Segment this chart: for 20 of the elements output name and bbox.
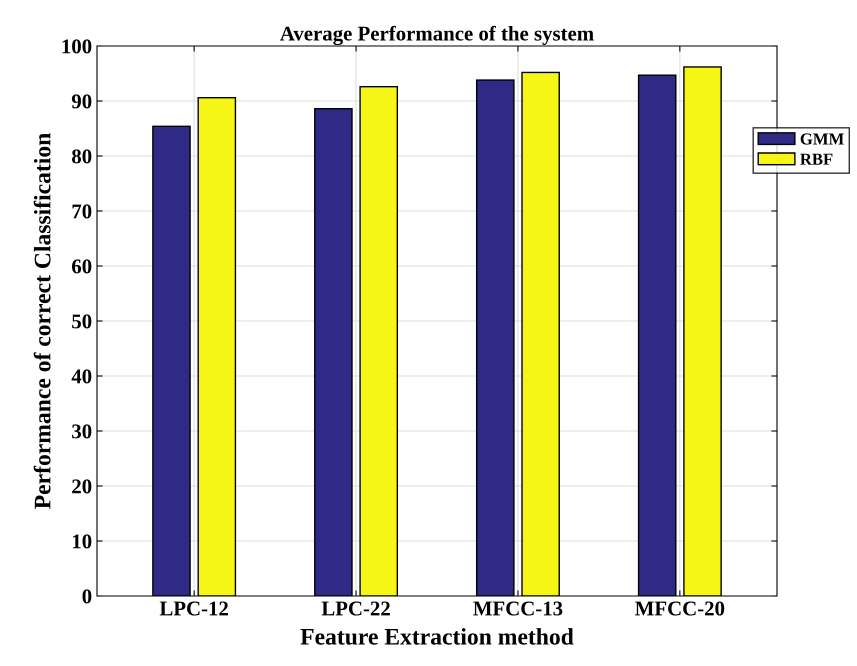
y-axis-title: Performance of correct Classification [34, 133, 51, 509]
y-tick-label: 20 [72, 479, 92, 494]
y-tick-label: 10 [72, 534, 92, 548]
y-tick-label: 100 [62, 39, 92, 54]
y-tick-label: 50 [72, 314, 92, 328]
y-tick-label: 80 [72, 149, 92, 164]
y-tick-label: 30 [72, 424, 92, 438]
x-tick-label: MFCC-13 [473, 602, 562, 616]
legend-label: GMM [800, 133, 844, 145]
x-tick-label: LPC-22 [322, 602, 390, 616]
x-tick-label: MFCC-20 [635, 601, 724, 616]
x-axis-title: Feature Extraction method [300, 628, 574, 645]
y-tick-label: 90 [72, 94, 92, 108]
chart-title: Average Performance of the system [280, 26, 594, 46]
legend-label: RBF [800, 154, 832, 165]
y-tick-label: 60 [72, 259, 92, 274]
x-tick-label: LPC-12 [160, 602, 228, 616]
y-tick-label: 0 [82, 589, 92, 604]
y-tick-label: 40 [72, 369, 92, 384]
y-tick-label: 70 [72, 204, 92, 218]
